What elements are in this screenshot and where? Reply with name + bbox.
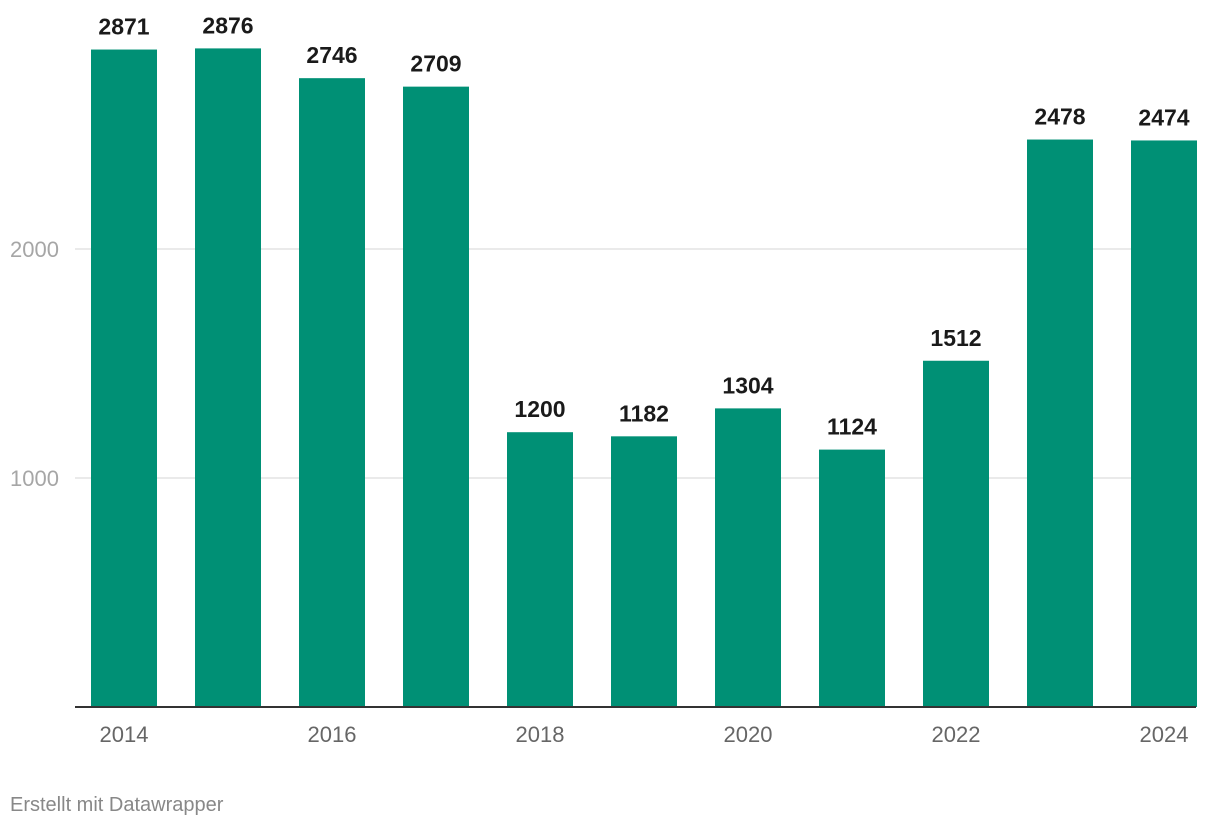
value-label-2022: 1512 [930, 325, 981, 351]
chart-credit: Erstellt mit Datawrapper [10, 794, 224, 816]
bar-chart: 2871 2876 2746 2709 1200 1182 1304 1124 1512 2478… [10, 12, 1197, 747]
x-tick-label-2018: 2018 [516, 722, 565, 747]
x-tick-label-2024: 2024 [1140, 722, 1189, 747]
x-axis-ticks: 2014 2016 2018 2020 2022 2024 [100, 722, 1189, 747]
y-tick-label: 1000 [10, 466, 59, 491]
value-label-2021: 1124 [827, 414, 877, 440]
bar-2015 [195, 48, 261, 708]
value-label-2016: 2746 [306, 42, 357, 68]
value-label-2024: 2474 [1138, 104, 1189, 130]
y-axis-ticks: 1000 2000 [10, 237, 59, 491]
bar-2016 [299, 78, 365, 707]
bar-2019 [611, 436, 677, 707]
bar-2014 [91, 49, 157, 707]
value-label-2020: 1304 [722, 372, 773, 398]
y-tick-label: 2000 [10, 237, 59, 262]
value-labels: 2871 2876 2746 2709 1200 1182 1304 1124 1512 2478… [98, 12, 1189, 439]
value-label-2019: 1182 [619, 400, 669, 426]
x-tick-label-2020: 2020 [724, 722, 773, 747]
bar-2018 [507, 432, 573, 707]
value-label-2017: 2709 [410, 51, 461, 77]
value-label-2023: 2478 [1034, 104, 1085, 130]
bar-2024 [1131, 140, 1197, 708]
x-tick-label-2014: 2014 [100, 722, 149, 747]
bar-2022 [923, 360, 989, 707]
x-tick-label-2016: 2016 [308, 722, 357, 747]
bar-2020 [715, 408, 781, 707]
value-label-2015: 2876 [202, 12, 253, 38]
value-label-2014: 2871 [98, 14, 149, 40]
bars [91, 48, 1197, 708]
bar-2023 [1027, 139, 1093, 708]
x-tick-label-2022: 2022 [932, 722, 981, 747]
value-label-2018: 1200 [514, 396, 565, 422]
bar-2017 [403, 86, 469, 708]
bar-2021 [819, 449, 885, 707]
